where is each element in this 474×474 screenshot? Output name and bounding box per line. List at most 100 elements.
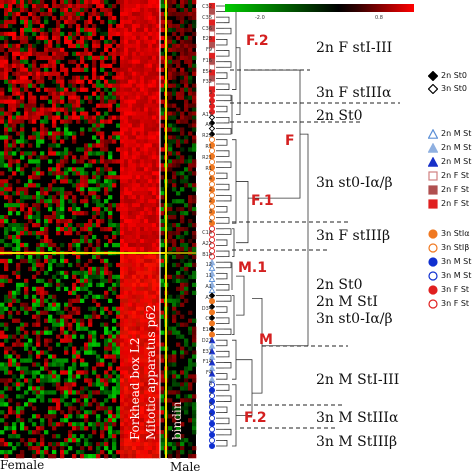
- leaf-label: F9: [205, 47, 212, 54]
- leaf-label: A17: [202, 111, 212, 118]
- group-label-m: M: [259, 332, 273, 348]
- legend-label: 3n St0: [441, 84, 468, 93]
- leaf-marker: [208, 437, 216, 444]
- desc-3n-st0-i: 3n st0-Iα/β: [316, 175, 393, 191]
- legend-item: 3n F St: [428, 298, 469, 309]
- leaf-label: F32: [202, 79, 212, 86]
- legend-label: 2n M St: [441, 143, 472, 152]
- legend-label: 2n M St: [441, 129, 472, 138]
- leaf-label: E11: [202, 327, 212, 334]
- desc-3n-m-stiii-beta: 3n M StIIIβ: [316, 434, 398, 450]
- legend-label: 2n St0: [441, 71, 468, 80]
- leaf-label: 1: [208, 100, 212, 107]
- legend-symbol: [428, 70, 438, 81]
- desc-2n-m-sti-iii: 2n M StI-III: [316, 372, 400, 388]
- female-axis-label: Female: [0, 458, 45, 472]
- leaf-label: 2: [208, 187, 212, 194]
- legend-item: 2n M St: [428, 128, 471, 139]
- leaf-label: 4: [208, 176, 212, 183]
- group-label-f1: F.1: [251, 193, 274, 209]
- leaf-label: A3: [205, 294, 212, 301]
- legend-label: 3n M St: [441, 271, 472, 280]
- leaf-label: R1: [205, 165, 212, 172]
- leaf-label: E31: [202, 348, 212, 355]
- legend-symbol: [428, 170, 438, 181]
- legend-symbol: [428, 298, 438, 309]
- desc-2n-f-sti-iii: 2n F stI-III: [316, 40, 393, 56]
- leaf-label: F16: [202, 57, 212, 64]
- legend-item: 2n F St: [428, 170, 469, 181]
- desc-2n-st0: 2n St0: [316, 108, 363, 124]
- legend-label: 3n StIβ: [441, 243, 470, 252]
- leaf-label: 8: [208, 380, 212, 387]
- desc-3n-f-stiii-alpha: 3n F stIIIα: [316, 85, 392, 101]
- leaf-label: D34: [201, 305, 212, 312]
- leaf-label: 8: [208, 402, 212, 409]
- legend-symbol: [428, 156, 438, 167]
- scale-max-label: 0.8: [375, 15, 383, 21]
- group-label-m1: M.1: [238, 260, 267, 276]
- legend-label: 2n F St: [441, 185, 470, 194]
- legend-item: 2n F St: [428, 198, 469, 209]
- desc-m1-cluster: 2n St0 2n M StI 3n st0-Iα/β: [316, 277, 393, 327]
- leaf-marker: [208, 431, 216, 438]
- group-label-f2: F.2: [246, 33, 269, 49]
- leaf-marker: [208, 442, 216, 450]
- legend-label: 3n M St: [441, 257, 472, 266]
- leaf-label: 12: [205, 262, 212, 269]
- legend-symbol: [428, 228, 438, 239]
- leaf-label: E54: [202, 68, 212, 75]
- leaf-label: 7: [208, 413, 212, 420]
- scale-min-label: -2.0: [255, 15, 265, 21]
- leaf-label: F14: [202, 359, 212, 366]
- leaf-label: B14: [202, 251, 212, 258]
- male-axis-label: Male: [170, 460, 201, 474]
- group-label-f: F: [285, 133, 295, 149]
- legend-item: 2n St0: [428, 70, 467, 81]
- legend-symbol: [428, 128, 438, 139]
- legend-symbol: [428, 242, 438, 253]
- legend-item: 3n StIα: [428, 228, 470, 239]
- color-scale-bar: [225, 4, 414, 12]
- legend-label: 2n M St: [441, 157, 472, 166]
- legend-item: 3n F St: [428, 284, 469, 295]
- leaf-label: A1: [205, 284, 212, 290]
- legend-item: 2n F St: [428, 184, 469, 195]
- leaf-label: C36: [202, 25, 212, 32]
- legend-symbol: [428, 83, 438, 94]
- legend-label: 3n F St: [441, 299, 470, 308]
- legend-label: 2n F St: [441, 199, 470, 208]
- leaf-label: R21: [202, 154, 212, 161]
- legend-item: 3n StIβ: [428, 242, 469, 253]
- group-label-f2-bottom: F.2: [244, 410, 267, 426]
- leaf-label: C16: [202, 230, 212, 237]
- legend-item: 3n M St: [428, 256, 471, 267]
- desc-3n-m-stiii-alpha: 3n M StIIIα: [316, 410, 399, 426]
- legend-symbol: [428, 184, 438, 195]
- gene-label-mitotic: Mitotic apparatus p62: [144, 304, 158, 440]
- leaf-label: 4: [208, 219, 212, 226]
- legend-item: 2n M St: [428, 156, 471, 167]
- leaf-label: C1: [205, 316, 212, 323]
- leaf-label: A6: [205, 122, 212, 129]
- gene-label-forkhead: Forkhead box L2: [128, 337, 142, 440]
- legend-symbol: [428, 198, 438, 209]
- leaf-label: F4: [205, 370, 212, 377]
- legend-item: 3n M St: [428, 270, 471, 281]
- leaf-label-column: C32 C35 C36 E28 F9 F16 E54 F32 3 1 A17 A6 R29 R1 R21 R1…: [196, 4, 214, 424]
- leaf-marker: [208, 426, 216, 433]
- leaf-label: A22: [202, 240, 212, 247]
- gene-label-bindin: bindin: [170, 401, 184, 441]
- legend-item: 3n St0: [428, 83, 467, 94]
- legend-item: 2n M St: [428, 142, 471, 153]
- leaf-label: 11: [205, 273, 212, 280]
- legend-symbol: [428, 256, 438, 267]
- leaf-label: R29: [202, 133, 212, 140]
- leaf-label: C32: [202, 4, 212, 10]
- leaf-label: 2: [208, 197, 212, 204]
- legend-label: 3n StIα: [441, 229, 470, 238]
- legend-symbol: [428, 284, 438, 295]
